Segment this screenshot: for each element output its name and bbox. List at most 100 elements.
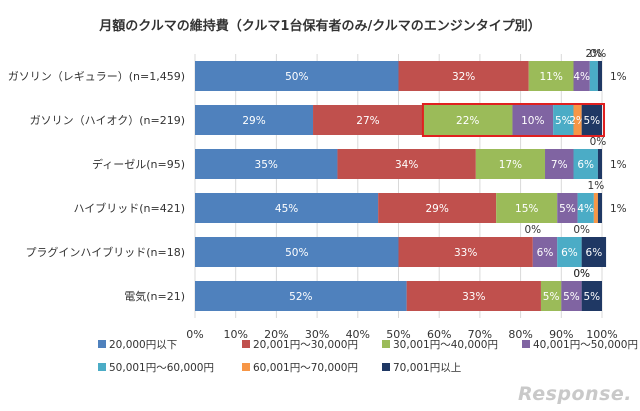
legend-swatch xyxy=(242,363,250,371)
x-tick-label: 60% xyxy=(427,328,451,341)
x-axis-ticks: 0% 10% 20% 30% 40% 50% 60% 70% 80% 90% 100% xyxy=(186,328,617,341)
data-label: 10% xyxy=(521,115,544,127)
bar-segment xyxy=(593,193,598,223)
legend-label: 30,001円～40,000円 xyxy=(393,339,498,351)
category-label: ハイブリッド(n=421) xyxy=(73,201,185,215)
data-label: 5% xyxy=(543,291,560,303)
bar-segment xyxy=(422,105,513,135)
data-label: 15% xyxy=(515,203,538,215)
data-label: 5% xyxy=(559,203,576,215)
data-label: 17% xyxy=(499,159,522,171)
bar-segment xyxy=(378,193,497,223)
data-label: 5% xyxy=(563,291,580,303)
data-label: 1% xyxy=(610,71,627,83)
x-tick-label: 40% xyxy=(346,328,370,341)
category-label: ガソリン（ハイオク）(n=219) xyxy=(30,114,185,127)
bar-segment xyxy=(337,149,476,179)
x-tick-label: 10% xyxy=(223,328,247,341)
data-label: 22% xyxy=(456,115,479,127)
legend: 20,000円以下 20,001円～30,000円 30,001円～40,000円 4… xyxy=(98,339,638,374)
data-label: 1% xyxy=(588,180,605,192)
bar-segment xyxy=(545,149,574,179)
bar-segment xyxy=(581,237,607,267)
bar-segment xyxy=(577,193,594,223)
bar-segment xyxy=(195,237,399,267)
legend-label: 40,001円～50,000円 xyxy=(533,339,638,351)
bar-segment xyxy=(195,61,399,91)
bar-segment xyxy=(195,193,379,223)
x-tick-label: 100% xyxy=(586,328,617,341)
data-label: 0% xyxy=(573,268,590,280)
bar-segment xyxy=(398,237,533,267)
bar-segment xyxy=(195,149,338,179)
data-label: 5% xyxy=(583,115,600,127)
legend-label: 60,001円～70,000円 xyxy=(253,362,358,374)
watermark-logo: Response. xyxy=(518,383,632,405)
data-label: 5% xyxy=(555,115,572,127)
x-tick-label: 30% xyxy=(305,328,329,341)
data-label: 6% xyxy=(586,247,603,259)
data-label: 0% xyxy=(590,48,607,60)
data-label: 33% xyxy=(454,247,477,259)
x-tick-label: 80% xyxy=(508,328,532,341)
legend-label: 50,001円～60,000円 xyxy=(109,362,214,374)
bar-segment xyxy=(557,193,578,223)
data-label: 11% xyxy=(539,71,562,83)
bar-segment xyxy=(597,149,602,179)
data-label: 0% xyxy=(590,136,607,148)
bar-segment xyxy=(398,61,529,91)
bar-segment xyxy=(406,281,541,311)
data-label: 6% xyxy=(561,247,578,259)
bar-segment xyxy=(475,149,546,179)
data-label: 5% xyxy=(583,291,600,303)
data-label: 7% xyxy=(551,159,568,171)
highlight-box xyxy=(421,103,606,137)
bar-segment xyxy=(573,61,590,91)
bar-segment xyxy=(195,105,314,135)
data-label: 29% xyxy=(425,203,448,215)
bar-segment xyxy=(597,61,602,91)
category-labels: ガソリン（レギュラー）(n=1,459) ガソリン（ハイオク）(n=219) ディー… xyxy=(8,70,185,303)
data-label: 32% xyxy=(452,71,475,83)
bar-segment xyxy=(540,281,562,311)
data-label: 50% xyxy=(285,247,308,259)
bar-segment xyxy=(512,105,554,135)
legend-label: 70,001円以上 xyxy=(393,362,461,374)
legend-swatch xyxy=(382,340,390,348)
category-label: 電気(n=21) xyxy=(124,289,185,303)
bar-segment xyxy=(496,193,558,223)
data-label: 29% xyxy=(242,115,265,127)
x-tick-label: 90% xyxy=(549,328,573,341)
bar-segment xyxy=(313,105,423,135)
data-label: 0% xyxy=(573,268,590,280)
data-label: 1% xyxy=(610,203,627,215)
data-label: 6% xyxy=(577,159,594,171)
x-tick-label: 70% xyxy=(468,328,492,341)
bar-segment xyxy=(581,281,602,311)
x-tick-label: 20% xyxy=(264,328,288,341)
data-label: 0% xyxy=(524,224,541,236)
bar-segment xyxy=(528,61,574,91)
bars-group: 50% 32% 11% 4%2%0%1%29% 27% 22% 10% 5%2%5%35% 34… xyxy=(195,48,627,311)
bar-segment xyxy=(557,237,582,267)
x-tick-label: 0% xyxy=(186,328,203,341)
bar-segment xyxy=(597,193,602,223)
data-label: 0% xyxy=(573,224,590,236)
data-label: 4% xyxy=(577,203,594,215)
bar-segment xyxy=(581,105,602,135)
gridlines xyxy=(194,54,603,318)
data-label: 4% xyxy=(573,71,590,83)
x-tick-label: 50% xyxy=(386,328,410,341)
data-label: 35% xyxy=(255,159,278,171)
legend-swatch xyxy=(98,340,106,348)
category-label: ガソリン（レギュラー）(n=1,459) xyxy=(8,70,185,83)
legend-swatch xyxy=(242,340,250,348)
data-label: 45% xyxy=(275,203,298,215)
legend-label: 20,000円以下 xyxy=(109,339,177,351)
bar-segment xyxy=(561,281,582,311)
chart-title: 月額のクルマの維持費（クルマ1台保有者のみ/クルマのエンジンタイプ別） xyxy=(98,18,541,34)
bar-segment xyxy=(553,105,574,135)
data-label: 50% xyxy=(285,71,308,83)
data-label: 2% xyxy=(586,48,603,60)
